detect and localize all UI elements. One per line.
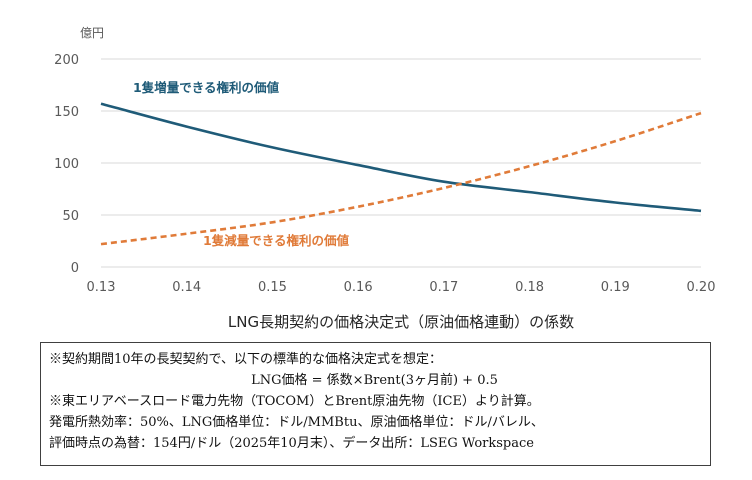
x-axis-ticks: 0.13 0.14 0.15 0.16 0.17 0.18 0.19 0.20 [87, 280, 716, 295]
line-chart: 億円 0 50 100 150 200 0.13 0.14 0.15 0.16 0.17 0.18… [54, 26, 716, 331]
series-lines [100, 102, 702, 246]
y-unit-label: 億円 [80, 26, 104, 40]
y-tick-label: 0 [71, 261, 79, 276]
series-line-decrease [100, 111, 702, 246]
gridlines [101, 58, 701, 268]
y-tick-label: 200 [54, 53, 79, 68]
y-axis-ticks: 0 50 100 150 200 [54, 53, 79, 276]
x-tick-label: 0.16 [344, 280, 373, 295]
x-axis-title: LNG長期契約の価格決定式（原油価格連動）の係数 [228, 313, 574, 331]
series-line-increase [100, 102, 702, 213]
y-tick-label: 50 [62, 209, 79, 224]
note-line-4: 発電所熱効率：50%、LNG価格単位：ドル/MMBtu、原油価格単位：ドル/バレ… [49, 415, 544, 430]
note-line-1: ※契約期間10年の長契契約で、以下の標準的な価格決定式を想定： [49, 352, 443, 367]
note-line-3: ※東エリアベースロード電力先物（TOCOM）とBrent原油先物（ICE）より計… [49, 394, 540, 409]
x-tick-label: 0.18 [515, 280, 544, 295]
x-tick-label: 0.19 [601, 280, 630, 295]
y-tick-label: 100 [54, 157, 79, 172]
x-tick-label: 0.17 [429, 280, 458, 295]
x-tick-label: 0.20 [687, 280, 716, 295]
series-label-decrease: 1隻減量できる権利の価値 [203, 233, 349, 248]
note-line-5: 評価時点の為替：154円/ドル（2025年10月末）、データ出所：LSEG Wo… [49, 436, 534, 451]
x-tick-label: 0.13 [87, 280, 116, 295]
y-tick-label: 150 [54, 105, 79, 120]
x-tick-label: 0.14 [172, 280, 201, 295]
notes-box: ※契約期間10年の長契契約で、以下の標準的な価格決定式を想定： LNG価格 = … [40, 342, 711, 466]
series-label-increase: 1隻増量できる権利の価値 [133, 80, 279, 95]
note-line-formula: LNG価格 = 係数×Brent(3ヶ月前) + 0.5 [251, 373, 498, 388]
x-tick-label: 0.15 [258, 280, 287, 295]
